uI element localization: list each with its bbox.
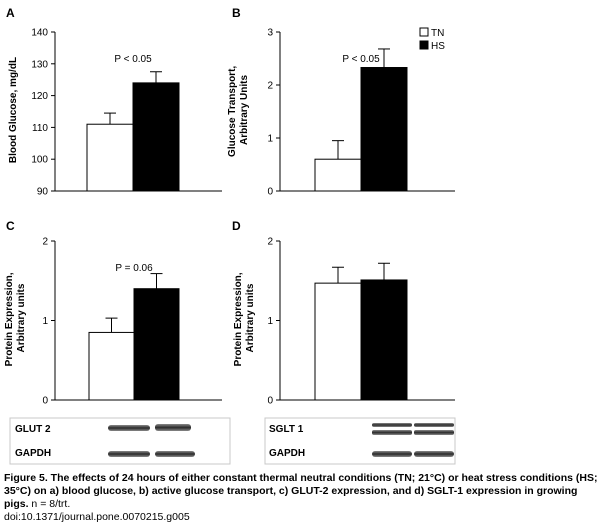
figure: A Blood Glucose, mg/dL 90100110120130140… <box>4 6 456 465</box>
panel-c-bar-hs <box>133 288 180 401</box>
panel-d-ylabel: Protein Expression, Arbitrary units <box>233 270 256 367</box>
panel-d-blot-band-hs-upper <box>414 423 454 427</box>
panel-c-letter: C <box>6 219 15 233</box>
panel-a-ytick-label: 130 <box>31 59 48 70</box>
panel-c-blot-band-hs <box>155 424 191 431</box>
panel-a-ylabel: Blood Glucose, mg/dL <box>8 57 19 163</box>
panel-b-chart: 0 1 2 3 P < 0.05 <box>267 28 455 198</box>
panel-a-ytick-label: 110 <box>32 123 48 134</box>
panel-b-ylabel-line1: Glucose Transport, <box>227 66 238 157</box>
panel-a-pvalue: P < 0.05 <box>114 54 152 65</box>
panel-b-ytick-label: 2 <box>267 81 273 92</box>
legend-hs-swatch <box>419 40 429 50</box>
panel-a: A Blood Glucose, mg/dL 90 100 110 120 130 140… <box>6 6 222 198</box>
panel-b-ylabel-line2: Arbitrary Units <box>239 75 250 145</box>
panel-c-ytick-label: 2 <box>42 237 48 248</box>
panel-b-ylabel: Glucose Transport, Arbitrary Units <box>227 63 250 157</box>
panel-a-chart: 90 100 110 120 130 140 P < 0.05 <box>31 28 222 198</box>
panel-c-blot-target-label: GLUT 2 <box>15 424 51 435</box>
panel-c-ylabel: Protein Expression, Arbitrary units <box>4 270 27 367</box>
panel-a-letter: A <box>6 6 15 20</box>
panel-c-blot-gapdh-label: GAPDH <box>15 448 51 459</box>
panel-a-ytick-label: 120 <box>31 91 48 102</box>
panel-a-bar-tn <box>86 123 134 192</box>
panel-d-blot: SGLT 1 GAPDH <box>264 417 456 465</box>
panel-c-pvalue: P = 0.06 <box>115 263 153 274</box>
panel-d-blot-target-label: SGLT 1 <box>269 424 304 435</box>
panel-b-bar-tn <box>314 158 362 192</box>
panel-c-ytick-label: 1 <box>42 316 48 327</box>
panel-d-ylabel-line2: Arbitrary units <box>245 283 256 352</box>
panel-b: B Glucose Transport, Arbitrary Units 0 1 2… <box>227 6 455 198</box>
panel-d-blot-band-hs <box>414 430 454 435</box>
panel-c-ylabel-line2: Arbitrary units <box>16 283 27 352</box>
legend-tn-swatch <box>419 27 429 37</box>
panel-a-bar-hs <box>132 82 180 192</box>
panel-b-letter: B <box>232 6 241 20</box>
panel-d-ytick-label: 1 <box>267 316 273 327</box>
panel-d-blot-gapdh-band-hs <box>414 451 454 457</box>
panel-d-bar-tn <box>314 282 362 401</box>
panel-b-pvalue: P < 0.05 <box>342 54 380 65</box>
panel-d: D Protein Expression, Arbitrary units 0 1… <box>232 219 456 465</box>
panel-c-chart: 0 1 2 P = 0.06 <box>42 237 222 407</box>
panel-d-ytick-label: 2 <box>267 237 273 248</box>
panel-d-letter: D <box>232 219 241 233</box>
panel-a-ytick-label: 140 <box>31 28 48 39</box>
panel-c-ylabel-line1: Protein Expression, <box>4 272 15 366</box>
panel-b-ytick-label: 0 <box>267 187 273 198</box>
panel-d-chart: 0 1 2 <box>267 237 455 407</box>
panel-b-bar-hs <box>360 67 408 192</box>
panel-a-ytick-label: 90 <box>37 187 49 198</box>
panel-d-blot-gapdh-label: GAPDH <box>269 448 305 459</box>
legend-hs-label: HS <box>431 41 445 52</box>
panel-d-ylabel-line1: Protein Expression, <box>233 272 244 366</box>
panel-d-blot-band-tn <box>372 430 412 435</box>
legend-tn-label: TN <box>431 28 444 39</box>
caption-n: n = 8/trt. <box>28 498 71 510</box>
panel-c-blot-band-tn <box>108 425 150 431</box>
panel-d-bar-hs <box>360 279 408 401</box>
panel-d-blot-gapdh-band-tn <box>372 451 412 457</box>
panel-d-blot-band-tn-upper <box>372 423 412 427</box>
panel-c-ytick-label: 0 <box>42 396 48 407</box>
panel-b-ytick-label: 3 <box>267 28 273 39</box>
panel-c: C Protein Expression, Arbitrary units 0 1… <box>4 219 231 465</box>
panel-c-bar-tn <box>88 331 135 401</box>
panel-d-ytick-label: 0 <box>267 396 273 407</box>
panel-c-blot-gapdh-band-tn <box>108 451 150 457</box>
caption-doi: doi:10.1371/journal.pone.0070215.g005 <box>4 511 190 523</box>
caption-bold: Figure 5. The effects of 24 hours of eit… <box>4 472 598 510</box>
legend: TN HS <box>419 27 445 52</box>
panel-c-blot-gapdh-band-hs <box>155 451 195 457</box>
panel-c-blot: GLUT 2 GAPDH <box>9 417 231 465</box>
panel-a-ytick-label: 100 <box>31 155 48 166</box>
figure-caption: Figure 5. The effects of 24 hours of eit… <box>4 472 598 524</box>
panel-b-ytick-label: 1 <box>267 134 273 145</box>
